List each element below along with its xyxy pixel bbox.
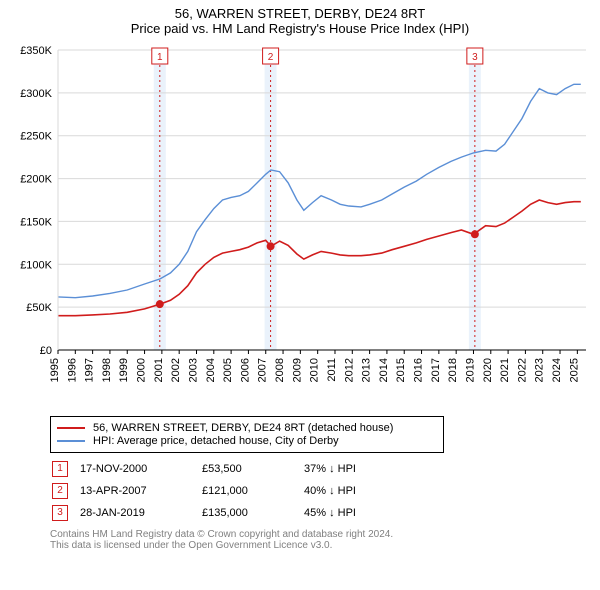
svg-text:2001: 2001 (153, 358, 165, 382)
svg-text:2012: 2012 (343, 358, 355, 382)
svg-text:2021: 2021 (499, 358, 511, 382)
svg-text:2014: 2014 (378, 358, 390, 382)
svg-text:2011: 2011 (326, 358, 338, 382)
svg-text:1999: 1999 (118, 358, 130, 382)
svg-text:£200K: £200K (20, 174, 52, 186)
svg-text:2004: 2004 (205, 358, 217, 382)
event-delta: 40% ↓ HPI (304, 481, 366, 501)
svg-text:2009: 2009 (291, 358, 303, 382)
legend-item: HPI: Average price, detached house, City… (57, 435, 437, 447)
svg-text:£0: £0 (40, 345, 52, 357)
event-price: £121,000 (202, 481, 302, 501)
event-delta: 45% ↓ HPI (304, 503, 366, 523)
svg-text:2024: 2024 (551, 358, 563, 382)
svg-text:2010: 2010 (309, 358, 321, 382)
events-table: 1 17-NOV-2000£53,50037% ↓ HPI 2 13-APR-2007… (50, 457, 368, 525)
event-marker-icon: 1 (52, 461, 68, 477)
svg-text:1996: 1996 (66, 358, 78, 382)
chart-title: 56, WARREN STREET, DERBY, DE24 8RT (6, 6, 594, 21)
svg-text:1998: 1998 (101, 358, 113, 382)
svg-text:2022: 2022 (516, 358, 528, 382)
event-marker-icon: 2 (52, 483, 68, 499)
svg-text:2003: 2003 (187, 358, 199, 382)
svg-text:£300K: £300K (20, 88, 52, 100)
svg-text:2002: 2002 (170, 358, 182, 382)
event-price: £53,500 (202, 459, 302, 479)
svg-text:1: 1 (157, 52, 163, 63)
svg-text:2016: 2016 (413, 358, 425, 382)
legend: 56, WARREN STREET, DERBY, DE24 8RT (deta… (50, 416, 444, 453)
svg-text:2025: 2025 (568, 358, 580, 382)
svg-text:2019: 2019 (464, 358, 476, 382)
event-row: 2 13-APR-2007£121,00040% ↓ HPI (52, 481, 366, 501)
event-delta: 37% ↓ HPI (304, 459, 366, 479)
svg-text:2000: 2000 (136, 358, 148, 382)
svg-text:£100K: £100K (20, 259, 52, 271)
footer-line-2: This data is licensed under the Open Gov… (50, 540, 594, 551)
svg-text:£350K: £350K (20, 45, 52, 57)
event-date: 13-APR-2007 (80, 481, 200, 501)
event-row: 3 28-JAN-2019£135,00045% ↓ HPI (52, 503, 366, 523)
footer-line-1: Contains HM Land Registry data © Crown c… (50, 529, 594, 540)
svg-text:2: 2 (268, 52, 274, 63)
legend-swatch (57, 427, 85, 429)
legend-label: HPI: Average price, detached house, City… (93, 435, 339, 447)
svg-text:2005: 2005 (222, 358, 234, 382)
chart-svg: £0 £50K £100K £150K £200K £250K £300K £350K 1 2 3 1… (6, 40, 594, 410)
legend-swatch (57, 440, 85, 442)
svg-text:2018: 2018 (447, 358, 459, 382)
event-date: 28-JAN-2019 (80, 503, 200, 523)
svg-text:2015: 2015 (395, 358, 407, 382)
svg-text:£150K: £150K (20, 216, 52, 228)
svg-text:1995: 1995 (49, 358, 61, 382)
svg-text:£50K: £50K (26, 302, 52, 314)
svg-text:2006: 2006 (239, 358, 251, 382)
event-row: 1 17-NOV-2000£53,50037% ↓ HPI (52, 459, 366, 479)
event-marker-icon: 3 (52, 505, 68, 521)
svg-text:2023: 2023 (534, 358, 546, 382)
legend-item: 56, WARREN STREET, DERBY, DE24 8RT (deta… (57, 422, 437, 434)
svg-text:1997: 1997 (84, 358, 96, 382)
event-price: £135,000 (202, 503, 302, 523)
svg-text:2007: 2007 (257, 358, 269, 382)
svg-text:3: 3 (472, 52, 478, 63)
svg-text:2017: 2017 (430, 358, 442, 382)
svg-text:2013: 2013 (361, 358, 373, 382)
svg-text:2008: 2008 (274, 358, 286, 382)
chart-area: £0 £50K £100K £150K £200K £250K £300K £350K 1 2 3 1… (6, 40, 594, 410)
chart-subtitle: Price paid vs. HM Land Registry's House … (6, 21, 594, 36)
event-date: 17-NOV-2000 (80, 459, 200, 479)
footer: Contains HM Land Registry data © Crown c… (50, 529, 594, 551)
svg-text:£250K: £250K (20, 131, 52, 143)
legend-label: 56, WARREN STREET, DERBY, DE24 8RT (deta… (93, 422, 393, 434)
svg-text:2020: 2020 (482, 358, 494, 382)
